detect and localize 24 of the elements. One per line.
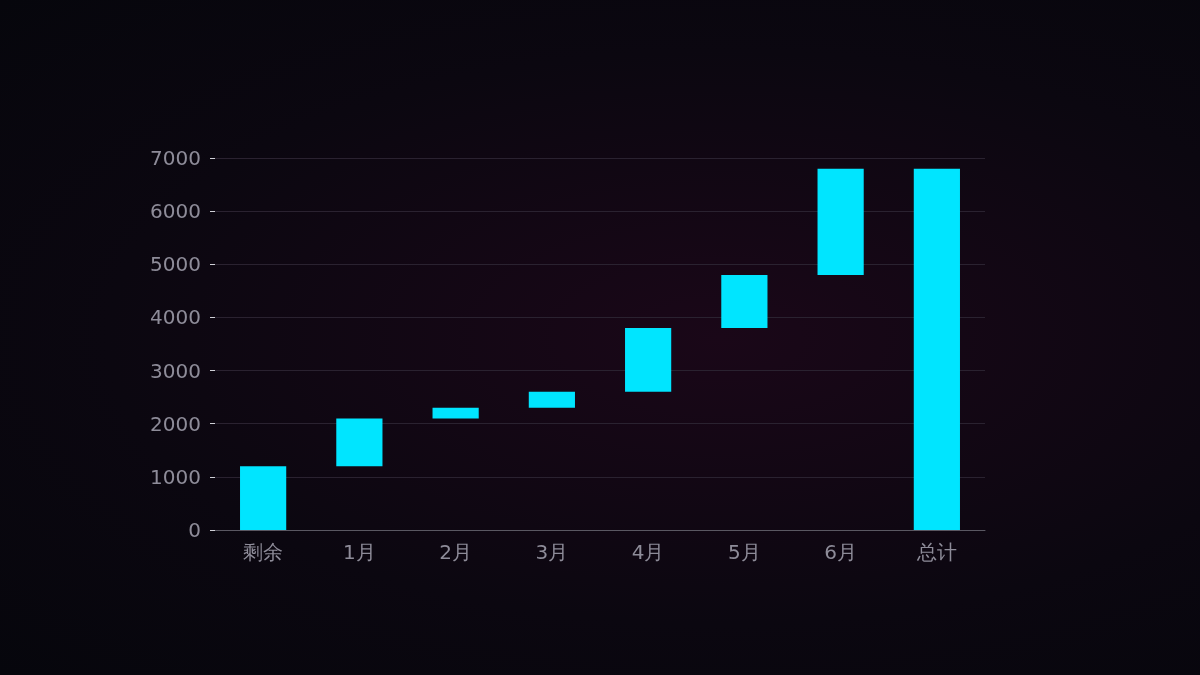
- bar: [240, 466, 287, 530]
- x-tick-label: 总计: [915, 540, 957, 564]
- bar: [817, 168, 864, 275]
- y-tick-label: 6000: [150, 199, 201, 224]
- bar: [913, 168, 960, 530]
- y-tick-label: 1000: [150, 464, 201, 489]
- y-tick-label: 7000: [150, 146, 201, 170]
- x-tick-label: 剩余: [243, 540, 284, 564]
- bar: [528, 391, 575, 408]
- x-tick-label: 1月: [343, 540, 376, 564]
- bar: [625, 328, 672, 392]
- y-tick-label: 2000: [150, 411, 201, 436]
- x-tick-label: 6月: [824, 540, 857, 564]
- x-tick-label: 4月: [631, 540, 665, 564]
- x-tick-label: 5月: [728, 540, 761, 564]
- y-tick-label: 0: [188, 518, 201, 542]
- x-tick-label: 2月: [439, 540, 472, 564]
- y-tick-label: 5000: [150, 252, 201, 277]
- bar: [336, 418, 383, 467]
- y-tick-label: 4000: [150, 305, 201, 330]
- bar: [721, 274, 768, 329]
- bar: [432, 407, 479, 419]
- y-tick-label: 3000: [150, 358, 201, 383]
- x-tick-label: 3月: [535, 540, 569, 564]
